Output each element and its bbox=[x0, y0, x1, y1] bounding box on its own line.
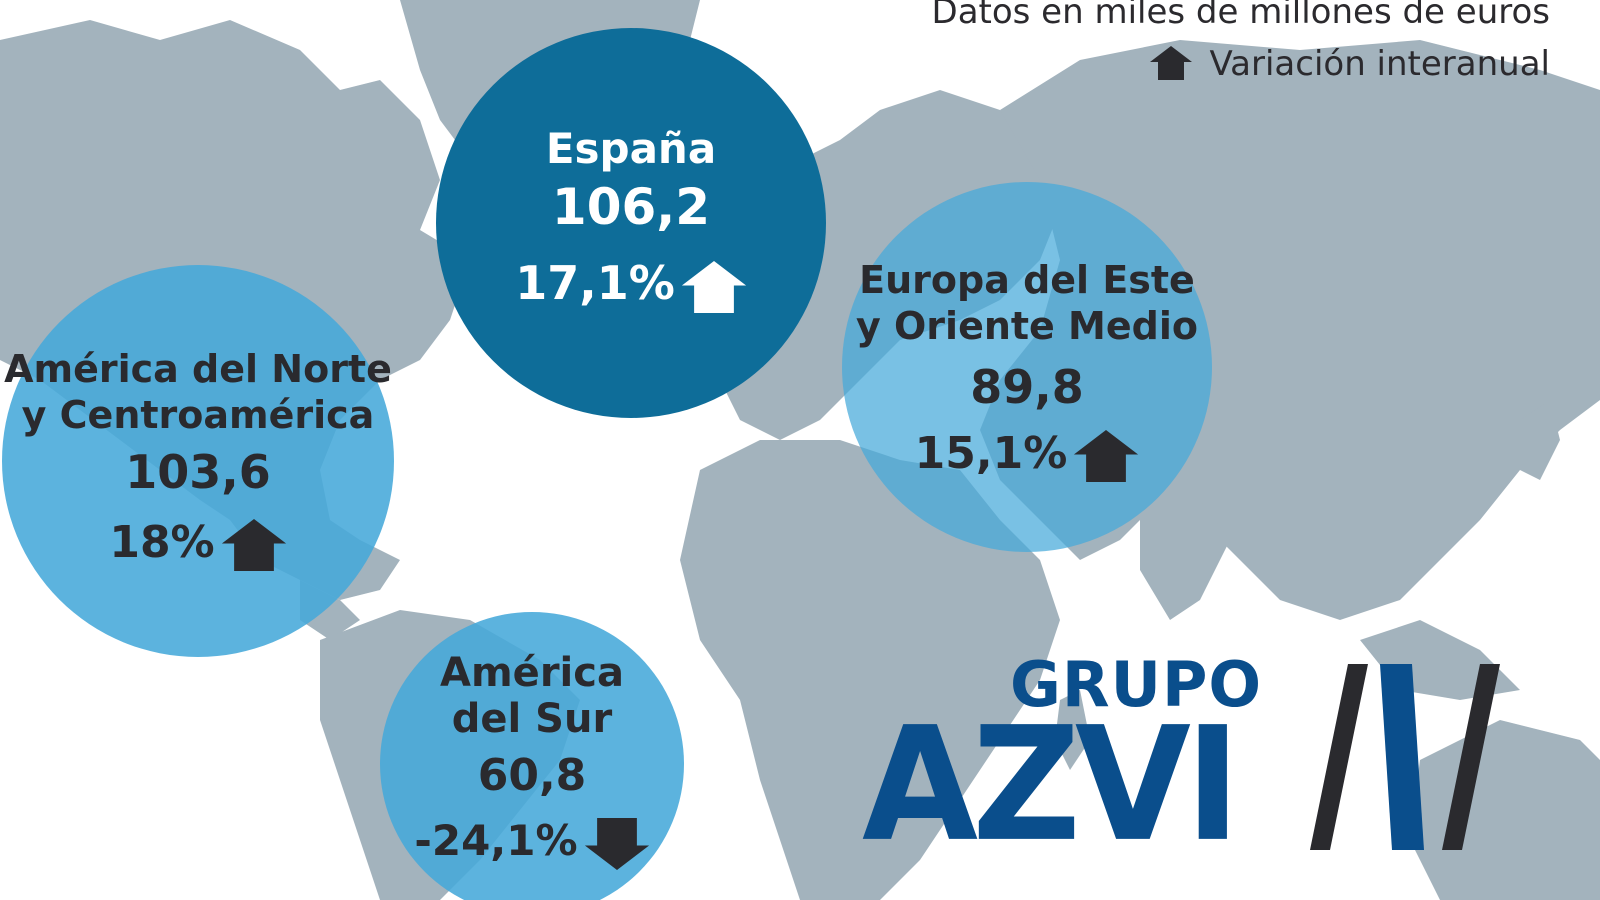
india-landmass bbox=[1140, 500, 1230, 620]
australia-landmass bbox=[1410, 720, 1600, 900]
region-value-espana: 106,2 bbox=[551, 178, 711, 236]
legend-units: Datos en miles de millones de euros bbox=[931, 0, 1550, 32]
logo-grupo: GRUPO bbox=[1010, 648, 1263, 721]
region-change-row-norte: 18% bbox=[2, 517, 394, 571]
logo-mark-icon bbox=[1310, 664, 1500, 850]
region-change-norte: 18% bbox=[109, 517, 215, 568]
region-value-europa: 89,8 bbox=[970, 360, 1084, 414]
logo-azvi: AZVI bbox=[862, 694, 1241, 877]
region-circle-espana: España 106,2 17,1% bbox=[436, 28, 826, 418]
region-circle-sur: América del Sur 60,8 -24,1% bbox=[380, 612, 684, 900]
legend-variation: Variación interanual bbox=[1209, 44, 1550, 84]
up-arrow-icon bbox=[1074, 430, 1139, 482]
region-name-norte-line1: América del Norte bbox=[4, 347, 392, 391]
up-arrow-icon bbox=[681, 260, 746, 313]
region-name-europa-line2: y Oriente Medio bbox=[856, 304, 1198, 348]
region-circle-norte: América del Norte y Centroamérica 103,6 … bbox=[2, 265, 394, 657]
region-name-europa-line1: Europa del Este bbox=[859, 258, 1195, 302]
region-change-sur: -24,1% bbox=[414, 816, 578, 865]
region-name-sur-line2: del Sur bbox=[451, 696, 613, 742]
madagascar-landmass bbox=[1055, 690, 1090, 770]
up-arrow-icon bbox=[221, 519, 286, 571]
region-change-espana: 17,1% bbox=[515, 256, 675, 310]
down-arrow-icon bbox=[584, 817, 649, 870]
region-value-norte: 103,6 bbox=[125, 445, 271, 499]
region-change-row-europa: 15,1% bbox=[842, 428, 1212, 482]
legend-variation-row: Variación interanual bbox=[932, 38, 1550, 90]
region-name-espana: España bbox=[545, 124, 717, 173]
region-change-europa: 15,1% bbox=[914, 428, 1068, 479]
region-circle-europa: Europa del Este y Oriente Medio 89,8 15,… bbox=[842, 182, 1212, 552]
africa-landmass bbox=[680, 440, 1060, 900]
legend: Datos en miles de millones de euros Vari… bbox=[932, 0, 1550, 90]
region-value-sur: 60,8 bbox=[477, 750, 587, 801]
japan-landmass bbox=[1520, 400, 1560, 480]
region-change-row-espana: 17,1% bbox=[436, 256, 826, 313]
house-up-arrow-icon bbox=[1149, 45, 1192, 80]
region-name-sur-line1: América bbox=[440, 650, 624, 696]
region-change-row-sur: -24,1% bbox=[364, 816, 700, 870]
region-name-norte-line2: y Centroamérica bbox=[21, 393, 375, 437]
